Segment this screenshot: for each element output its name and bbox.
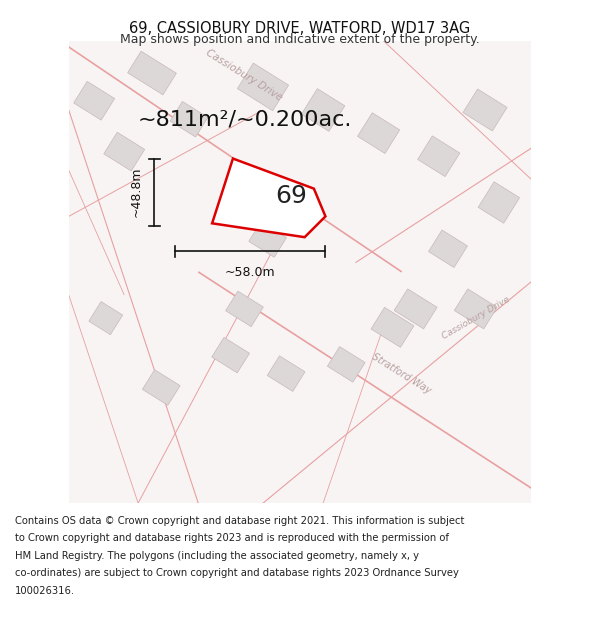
Polygon shape [212,338,250,373]
Polygon shape [267,356,305,391]
Polygon shape [394,289,437,329]
Polygon shape [226,291,263,327]
Polygon shape [104,132,145,171]
Text: ~811m²/~0.200ac.: ~811m²/~0.200ac. [137,109,352,129]
Text: 69, CASSIOBURY DRIVE, WATFORD, WD17 3AG: 69, CASSIOBURY DRIVE, WATFORD, WD17 3AG [130,21,470,36]
Polygon shape [249,222,286,258]
Polygon shape [428,230,467,268]
Polygon shape [238,63,289,111]
Polygon shape [371,308,414,348]
Text: Cassiobury Drive: Cassiobury Drive [440,295,511,341]
Polygon shape [142,370,180,405]
Text: ~48.8m: ~48.8m [130,167,143,217]
Polygon shape [328,347,365,382]
Polygon shape [89,302,122,334]
Text: Contains OS data © Crown copyright and database right 2021. This information is : Contains OS data © Crown copyright and d… [15,516,464,526]
Polygon shape [212,159,325,237]
Text: co-ordinates) are subject to Crown copyright and database rights 2023 Ordnance S: co-ordinates) are subject to Crown copyr… [15,568,459,578]
Text: Map shows position and indicative extent of the property.: Map shows position and indicative extent… [120,32,480,46]
Polygon shape [170,101,208,137]
Polygon shape [454,289,497,329]
Polygon shape [418,136,460,177]
Polygon shape [463,89,507,131]
Polygon shape [358,112,400,154]
Text: Stratford Way: Stratford Way [370,351,433,396]
Text: Cassiobury Drive: Cassiobury Drive [205,48,284,103]
Polygon shape [128,51,176,95]
Text: to Crown copyright and database rights 2023 and is reproduced with the permissio: to Crown copyright and database rights 2… [15,533,449,543]
Polygon shape [74,81,115,120]
Text: ~58.0m: ~58.0m [225,266,275,279]
Text: 100026316.: 100026316. [15,586,75,596]
Text: HM Land Registry. The polygons (including the associated geometry, namely x, y: HM Land Registry. The polygons (includin… [15,551,419,561]
Text: 69: 69 [276,184,308,208]
Polygon shape [301,89,345,131]
Polygon shape [478,182,520,223]
